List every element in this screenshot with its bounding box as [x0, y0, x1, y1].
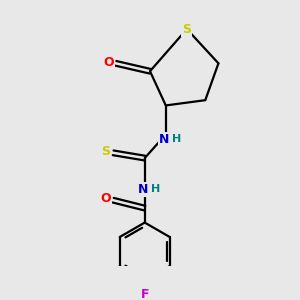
- Text: F: F: [140, 288, 149, 300]
- Text: O: O: [103, 56, 114, 68]
- Text: N: N: [159, 133, 170, 146]
- Text: O: O: [100, 192, 111, 206]
- Text: S: S: [182, 22, 191, 36]
- Text: S: S: [101, 145, 110, 158]
- Text: N: N: [138, 183, 148, 196]
- Text: H: H: [172, 134, 182, 144]
- Text: H: H: [151, 184, 160, 194]
